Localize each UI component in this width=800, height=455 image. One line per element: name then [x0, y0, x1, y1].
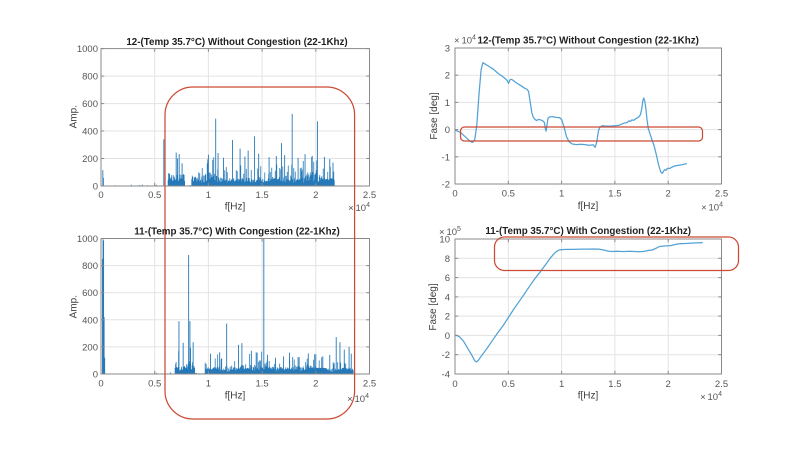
svg-text:1: 1: [206, 190, 211, 201]
svg-text:f[Hz]: f[Hz]: [225, 391, 246, 402]
svg-text:× 104: × 104: [700, 391, 722, 403]
svg-text:2: 2: [666, 379, 671, 390]
svg-text:2.5: 2.5: [363, 379, 376, 390]
svg-text:11-(Temp 35.7°C) With Congesti: 11-(Temp 35.7°C) With Congestion (22-1Kh…: [485, 226, 691, 237]
svg-text:f[Hz]: f[Hz]: [578, 391, 599, 402]
svg-text:12-(Temp 35.7°C) Without Conge: 12-(Temp 35.7°C) Without Congestion (22-…: [126, 37, 347, 48]
svg-text:0: 0: [98, 379, 103, 390]
svg-text:600: 600: [82, 99, 98, 110]
svg-text:1.5: 1.5: [608, 189, 621, 200]
svg-text:1.5: 1.5: [255, 190, 268, 201]
svg-text:× 104: × 104: [701, 202, 723, 214]
svg-text:× 104: × 104: [348, 202, 370, 214]
svg-text:2: 2: [313, 190, 318, 201]
svg-text:8: 8: [445, 254, 450, 265]
svg-text:2: 2: [445, 71, 450, 82]
svg-text:200: 200: [82, 342, 98, 353]
svg-text:11-(Temp 35.7°C) With Congesti: 11-(Temp 35.7°C) With Congestion (22-1Kh…: [134, 227, 340, 238]
svg-text:2.5: 2.5: [715, 379, 728, 390]
svg-text:1.5: 1.5: [255, 379, 268, 390]
svg-text:800: 800: [82, 261, 98, 272]
svg-text:2: 2: [666, 189, 671, 200]
svg-text:1000: 1000: [77, 44, 98, 55]
svg-text:-2: -2: [442, 180, 450, 191]
svg-text:200: 200: [82, 154, 98, 165]
svg-text:400: 400: [82, 127, 98, 138]
svg-text:Fase [deg]: Fase [deg]: [428, 283, 439, 330]
svg-text:0: 0: [452, 379, 457, 390]
svg-text:2: 2: [313, 379, 318, 390]
svg-text:1.5: 1.5: [608, 379, 621, 390]
svg-text:1: 1: [206, 379, 211, 390]
svg-text:× 104: × 104: [454, 35, 476, 47]
svg-text:2.5: 2.5: [715, 189, 728, 200]
svg-text:3: 3: [445, 44, 450, 55]
svg-text:10: 10: [439, 235, 450, 246]
svg-text:6: 6: [445, 273, 450, 284]
svg-text:1: 1: [559, 379, 564, 390]
svg-text:0: 0: [445, 331, 450, 342]
svg-text:12-(Temp 35.7°C) Without Conge: 12-(Temp 35.7°C) Without Congestion (22-…: [478, 36, 699, 47]
svg-text:Amp.: Amp.: [69, 295, 80, 318]
svg-text:-2: -2: [442, 350, 450, 361]
svg-text:0: 0: [93, 370, 98, 381]
svg-text:800: 800: [82, 72, 98, 83]
svg-text:× 104: × 104: [347, 393, 369, 405]
svg-text:4: 4: [445, 292, 450, 303]
svg-text:1000: 1000: [77, 234, 98, 245]
svg-text:0: 0: [452, 189, 457, 200]
svg-text:2: 2: [445, 312, 450, 323]
svg-text:1: 1: [445, 98, 450, 109]
svg-text:400: 400: [82, 315, 98, 326]
svg-text:f[Hz]: f[Hz]: [225, 202, 246, 213]
svg-text:0.5: 0.5: [148, 190, 161, 201]
svg-text:0.5: 0.5: [148, 379, 161, 390]
svg-text:0.5: 0.5: [502, 379, 515, 390]
svg-text:0: 0: [98, 190, 103, 201]
svg-text:0: 0: [445, 125, 450, 136]
svg-text:1: 1: [559, 189, 564, 200]
svg-text:0: 0: [93, 182, 98, 193]
svg-text:0.5: 0.5: [502, 189, 515, 200]
svg-text:-1: -1: [442, 152, 450, 163]
svg-text:Fase [deg]: Fase [deg]: [429, 92, 440, 139]
svg-text:2.5: 2.5: [363, 190, 376, 201]
svg-text:Amp.: Amp.: [69, 105, 80, 128]
svg-text:-4: -4: [442, 370, 450, 381]
svg-text:600: 600: [82, 288, 98, 299]
svg-text:× 105: × 105: [439, 226, 461, 238]
svg-text:f[Hz]: f[Hz]: [578, 201, 599, 212]
